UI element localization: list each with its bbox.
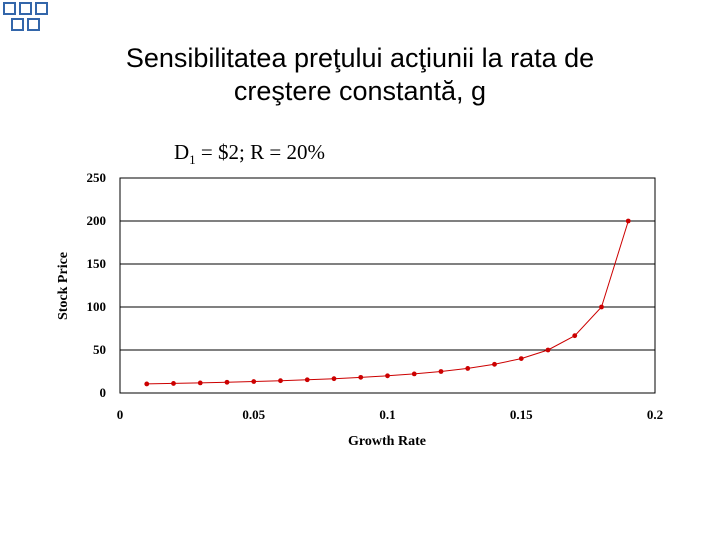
data-point [358,374,364,380]
subtitle-subscript: 1 [189,152,196,168]
x-tick-label: 0.15 [510,407,533,422]
data-point [171,381,176,386]
data-point [224,379,230,385]
data-point [251,379,257,384]
slide-title: Sensibilitatea preţului acţiunii la rata… [40,42,680,108]
x-tick-label: 0.1 [379,407,395,422]
y-tick-label: 100 [87,299,107,314]
data-point [331,376,337,382]
data-point [304,377,310,383]
x-tick-label: 0 [117,407,124,422]
data-point [438,369,444,374]
gridlines [120,220,655,351]
y-axis-label: Stock Price [56,252,71,320]
y-tick-label: 50 [93,342,106,357]
data-point [465,366,471,371]
subtitle-prefix: D [174,140,190,164]
subtitle-rest: = $2; R = 20% [195,140,325,164]
data-point [492,361,497,367]
x-tick-label: 0.2 [647,407,663,422]
x-tick-label: 0.05 [242,407,265,422]
data-point [599,304,604,310]
y-tick-label: 200 [87,213,107,228]
x-tick-labels: 0 0.05 0.1 0.15 0.2 [117,407,663,422]
title-line-1: Sensibilitatea preţului acţiunii la rata… [125,43,595,73]
y-tick-label: 0 [100,385,107,400]
data-point [625,218,631,224]
data-point [385,373,390,379]
y-tick-label: 250 [87,170,107,185]
x-axis-label: Growth Rate [348,434,426,448]
y-tick-labels: 0 50 100 150 200 250 [87,170,107,400]
decorative-squares [3,2,48,31]
data-point [144,381,150,387]
data-point [518,356,524,361]
y-tick-label: 150 [87,256,107,271]
data-point [411,371,417,377]
plot-area [119,177,656,394]
data-point [278,378,283,384]
data-point [197,380,203,386]
stock-price-chart: 0 50 100 150 200 250 0 0.05 0.1 0.15 0.2 Growth R… [56,170,663,448]
data-point [545,347,551,353]
slide-subtitle: D1 = $2; R = 20% [174,140,325,168]
data-point [572,333,578,339]
title-line-2: creştere constantă, g [233,76,487,106]
data-points [144,218,631,387]
